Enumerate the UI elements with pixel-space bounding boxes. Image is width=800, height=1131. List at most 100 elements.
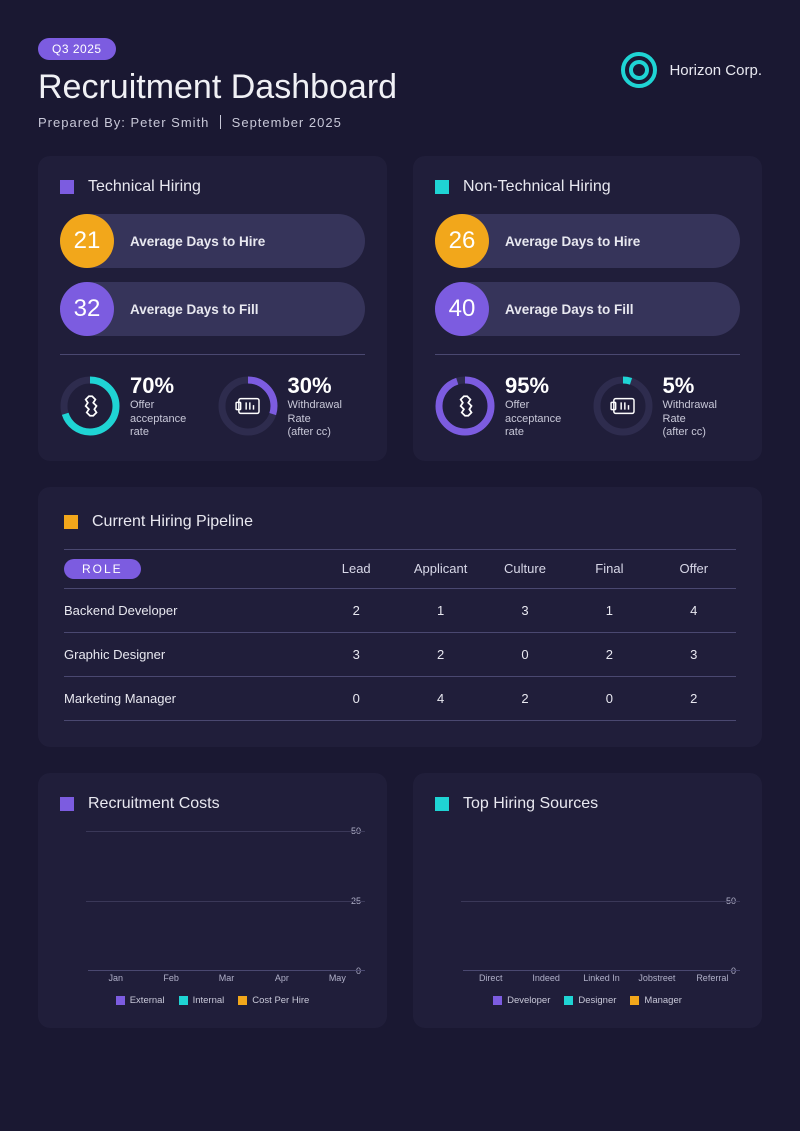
page-title: Recruitment Dashboard	[38, 68, 621, 107]
prepared-by-name: Peter Smith	[131, 115, 210, 130]
kpi-value: 5%	[663, 373, 717, 399]
kpi-label: WithdrawalRate(after cc)	[288, 399, 342, 439]
col-offer: Offer	[652, 561, 736, 576]
pipeline-rows: Backend Developer 21314Graphic Designer …	[64, 589, 736, 721]
pipeline-row: Marketing Manager 04202	[64, 677, 736, 721]
header: Q3 2025 Recruitment Dashboard Prepared B…	[38, 38, 762, 130]
legend-item: External	[116, 995, 165, 1006]
metric-label: Average Days to Hire	[130, 234, 265, 249]
hiring-grid: Technical Hiring21 Average Days to Hire3…	[38, 156, 762, 461]
report-date: September 2025	[232, 115, 342, 130]
x-labels: DirectIndeedLinked InJobstreetReferral	[463, 973, 740, 991]
kpi-block: 95% Offeracceptancerate	[435, 373, 583, 439]
pipeline-accent-square	[64, 515, 78, 529]
legend-label: Designer	[578, 995, 616, 1006]
legend-label: External	[130, 995, 165, 1006]
pipeline-card: Current Hiring Pipeline ROLE Lead Applic…	[38, 487, 762, 747]
handshake-icon	[435, 376, 495, 436]
kpi-value: 70%	[130, 373, 186, 399]
handshake-icon	[60, 376, 120, 436]
kpi-label: Offeracceptancerate	[130, 399, 186, 439]
company-logo-block: Horizon Corp.	[621, 52, 762, 88]
legend-label: Internal	[193, 995, 225, 1006]
kpi-block: 70% Offeracceptancerate	[60, 373, 208, 439]
pipeline-cell: 1	[567, 603, 651, 618]
legend-swatch	[630, 996, 639, 1005]
legend-item: Developer	[493, 995, 550, 1006]
legend-label: Manager	[644, 995, 682, 1006]
kpi-value: 95%	[505, 373, 561, 399]
subtitle-separator	[220, 115, 221, 129]
col-culture: Culture	[483, 561, 567, 576]
sources-accent-square	[435, 797, 449, 811]
metric-pill: 32 Average Days to Fill	[60, 282, 365, 336]
company-name: Horizon Corp.	[669, 62, 762, 79]
costs-chart-title: Recruitment Costs	[88, 795, 220, 813]
costs-legend: External Internal Cost Per Hire	[60, 995, 365, 1006]
metric-value-circle: 32	[60, 282, 114, 336]
pipeline-row: Backend Developer 21314	[64, 589, 736, 633]
x-tick-label: Feb	[143, 973, 198, 991]
clipboard-icon	[218, 376, 278, 436]
pipeline-cell: 2	[483, 691, 567, 706]
metric-pill: 21 Average Days to Hire	[60, 214, 365, 268]
legend-item: Cost Per Hire	[238, 995, 309, 1006]
legend-swatch	[238, 996, 247, 1005]
role-column-badge: ROLE	[64, 559, 141, 579]
metric-label: Average Days to Fill	[130, 302, 259, 317]
company-logo-icon	[621, 52, 657, 88]
metric-label: Average Days to Fill	[505, 302, 634, 317]
pipeline-cell: 0	[567, 691, 651, 706]
sources-chart-title: Top Hiring Sources	[463, 795, 598, 813]
x-tick-label: Jan	[88, 973, 143, 991]
pipeline-cell: 0	[483, 647, 567, 662]
legend-label: Developer	[507, 995, 550, 1006]
pipeline-row: Graphic Designer 32023	[64, 633, 736, 677]
metric-value-circle: 26	[435, 214, 489, 268]
hiring-card-title: Non-Technical Hiring	[463, 178, 611, 196]
bars-wrap	[463, 831, 740, 971]
hiring-card: Technical Hiring21 Average Days to Hire3…	[38, 156, 387, 461]
kpi-block: 5% WithdrawalRate(after cc)	[593, 373, 741, 439]
metric-label: Average Days to Hire	[505, 234, 640, 249]
x-tick-label: Direct	[463, 973, 518, 991]
subtitle: Prepared By: Peter Smith September 2025	[38, 115, 621, 130]
pipeline-cell: 3	[483, 603, 567, 618]
costs-accent-square	[60, 797, 74, 811]
legend-swatch	[564, 996, 573, 1005]
role-name: Backend Developer	[64, 603, 274, 618]
kpi-label: WithdrawalRate(after cc)	[663, 399, 717, 439]
metric-pill: 26 Average Days to Hire	[435, 214, 740, 268]
costs-chart: 02550JanFebMarAprMay	[60, 831, 365, 991]
prepared-by-label: Prepared By:	[38, 115, 126, 130]
x-tick-label: Linked In	[574, 973, 629, 991]
legend-item: Designer	[564, 995, 616, 1006]
x-labels: JanFebMarAprMay	[88, 973, 365, 991]
kpi-donut	[60, 376, 120, 436]
kpi-block: 30% WithdrawalRate(after cc)	[218, 373, 366, 439]
pipeline-cell: 0	[314, 691, 398, 706]
sources-legend: Developer Designer Manager	[435, 995, 740, 1006]
pipeline-cell: 2	[398, 647, 482, 662]
kpi-label: Offeracceptancerate	[505, 399, 561, 439]
x-tick-label: Indeed	[518, 973, 573, 991]
role-name: Marketing Manager	[64, 691, 274, 706]
metric-value-circle: 21	[60, 214, 114, 268]
costs-chart-card: Recruitment Costs 02550JanFebMarAprMay E…	[38, 773, 387, 1028]
legend-swatch	[116, 996, 125, 1005]
x-tick-label: Apr	[254, 973, 309, 991]
legend-label: Cost Per Hire	[252, 995, 309, 1006]
metric-pill: 40 Average Days to Fill	[435, 282, 740, 336]
hiring-accent-square	[60, 180, 74, 194]
pipeline-cell: 4	[398, 691, 482, 706]
pipeline-cell: 3	[314, 647, 398, 662]
kpi-donut	[218, 376, 278, 436]
kpi-donut	[593, 376, 653, 436]
sources-chart: 050DirectIndeedLinked InJobstreetReferra…	[435, 831, 740, 991]
x-tick-label: Referral	[685, 973, 740, 991]
pipeline-header-row: ROLE Lead Applicant Culture Final Offer	[64, 549, 736, 589]
kpi-donut	[435, 376, 495, 436]
legend-swatch	[493, 996, 502, 1005]
metric-value-circle: 40	[435, 282, 489, 336]
pipeline-cell: 2	[652, 691, 736, 706]
